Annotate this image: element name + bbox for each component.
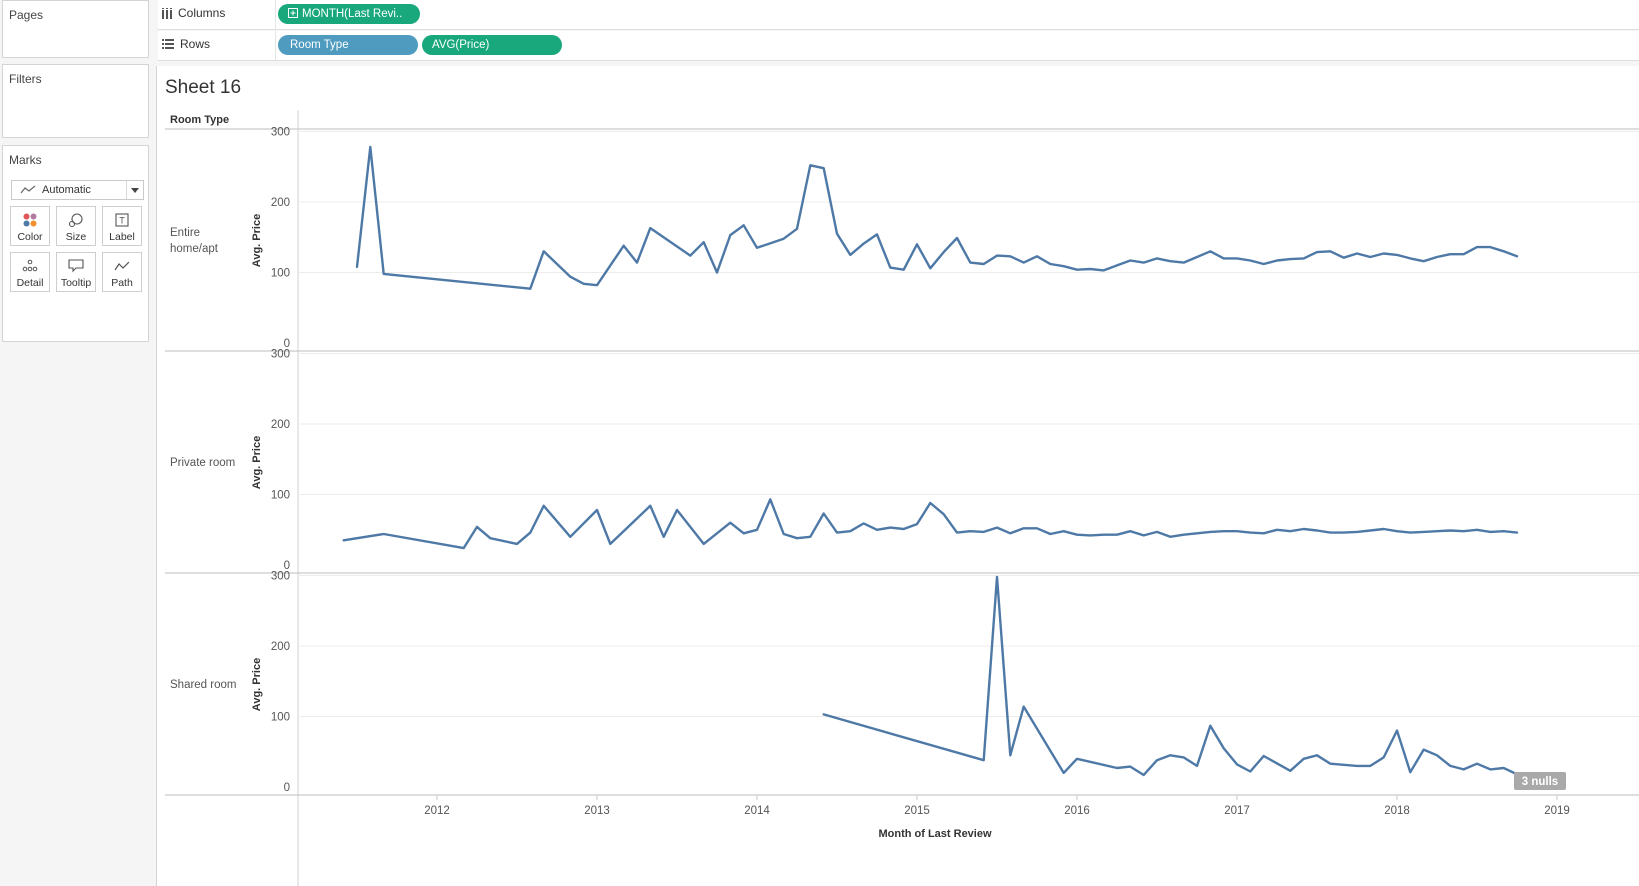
filters-card[interactable]: Filters [2,64,149,138]
pages-card[interactable]: Pages [2,0,149,58]
color-dots-icon [22,209,38,231]
path-button[interactable]: Path [102,252,142,292]
x-tick-label: 2017 [1224,805,1250,817]
path-button-label: Path [111,277,133,289]
y-tick-label: 200 [271,419,290,431]
tooltip-button-label: Tooltip [60,277,92,289]
expand-plus-icon [288,8,298,18]
path-line-icon [114,255,130,277]
x-tick-label: 2016 [1064,805,1090,817]
y-tick-label: 0 [284,338,290,350]
marks-title: Marks [9,153,42,167]
svg-text:T: T [119,216,125,226]
worksheet-view [156,66,1639,886]
line-mark-icon [20,185,36,194]
tooltip-bubble-icon [68,255,84,277]
row-label-shared-room: Shared room [170,679,237,691]
x-tick-label: 2013 [584,805,610,817]
filters-title: Filters [9,72,42,86]
marks-card: Marks Automatic Color Size T Label Detai… [2,145,149,342]
mark-type-label: Automatic [42,184,91,196]
y-axis-title: Avg. Price [251,658,263,711]
tooltip-button[interactable]: Tooltip [56,252,96,292]
y-tick-label: 100 [271,268,290,280]
y-tick-label: 300 [271,127,290,139]
columns-shelf[interactable]: Columns MONTH(Last Revi.. [158,0,1639,30]
color-button[interactable]: Color [10,206,50,246]
x-axis-title: Month of Last Review [878,828,992,840]
row-header-title: Room Type [170,114,230,126]
columns-label: Columns [178,6,226,20]
chevron-down-icon [126,181,143,199]
pages-title: Pages [9,8,44,22]
label-button-label: Label [109,231,135,243]
y-axis-title: Avg. Price [251,214,263,267]
size-button-label: Size [65,231,87,243]
shelf-divider [275,31,276,60]
columns-icon [162,7,172,19]
label-text-icon: T [115,209,129,231]
rows-pill-avg-price[interactable]: AVG(Price) [422,35,562,55]
series-line-0 [355,145,1519,290]
sheet-title: Sheet 16 [165,77,242,98]
label-button[interactable]: T Label [102,206,142,246]
row-label-entire-home: Entire home/apt [170,227,218,255]
x-tick-label: 2014 [744,805,770,817]
x-tick-label: 2015 [904,805,930,817]
y-tick-label: 200 [271,641,290,653]
y-axis-title: Avg. Price [251,436,263,489]
series-line-2 [822,575,1519,777]
x-tick-label: 2012 [424,805,450,817]
columns-pill-text: MONTH(Last Revi.. [302,8,403,20]
size-circles-icon [68,209,84,231]
x-tick-label: 2019 [1544,805,1570,817]
rows-shelf-label: Rows [162,37,210,51]
columns-pill-month[interactable]: MONTH(Last Revi.. [278,4,420,24]
rows-icon [162,39,174,49]
series-line-1 [342,498,1519,550]
y-tick-label: 300 [271,571,290,583]
detail-button-label: Detail [16,277,44,289]
columns-shelf-label: Columns [162,6,225,20]
rows-label: Rows [180,37,211,51]
nulls-badge [1514,772,1566,790]
y-tick-label: 0 [284,560,290,572]
mark-type-dropdown[interactable]: Automatic [11,180,144,200]
y-tick-label: 300 [271,349,290,361]
rows-shelf[interactable]: Rows Room Type AVG(Price) [158,31,1639,61]
y-tick-label: 0 [284,782,290,794]
rows-pill-room-type[interactable]: Room Type [278,35,418,55]
shelf-divider [275,0,276,29]
nulls-badge-text: 3 nulls [1522,776,1558,788]
detail-button[interactable]: Detail [10,252,50,292]
detail-dots-icon [22,255,38,277]
row-label-private-room: Private room [170,457,236,469]
y-tick-label: 100 [271,490,290,502]
x-tick-label: 2018 [1384,805,1410,817]
y-tick-label: 100 [271,712,290,724]
color-button-label: Color [17,231,43,243]
size-button[interactable]: Size [56,206,96,246]
y-tick-label: 200 [271,197,290,209]
